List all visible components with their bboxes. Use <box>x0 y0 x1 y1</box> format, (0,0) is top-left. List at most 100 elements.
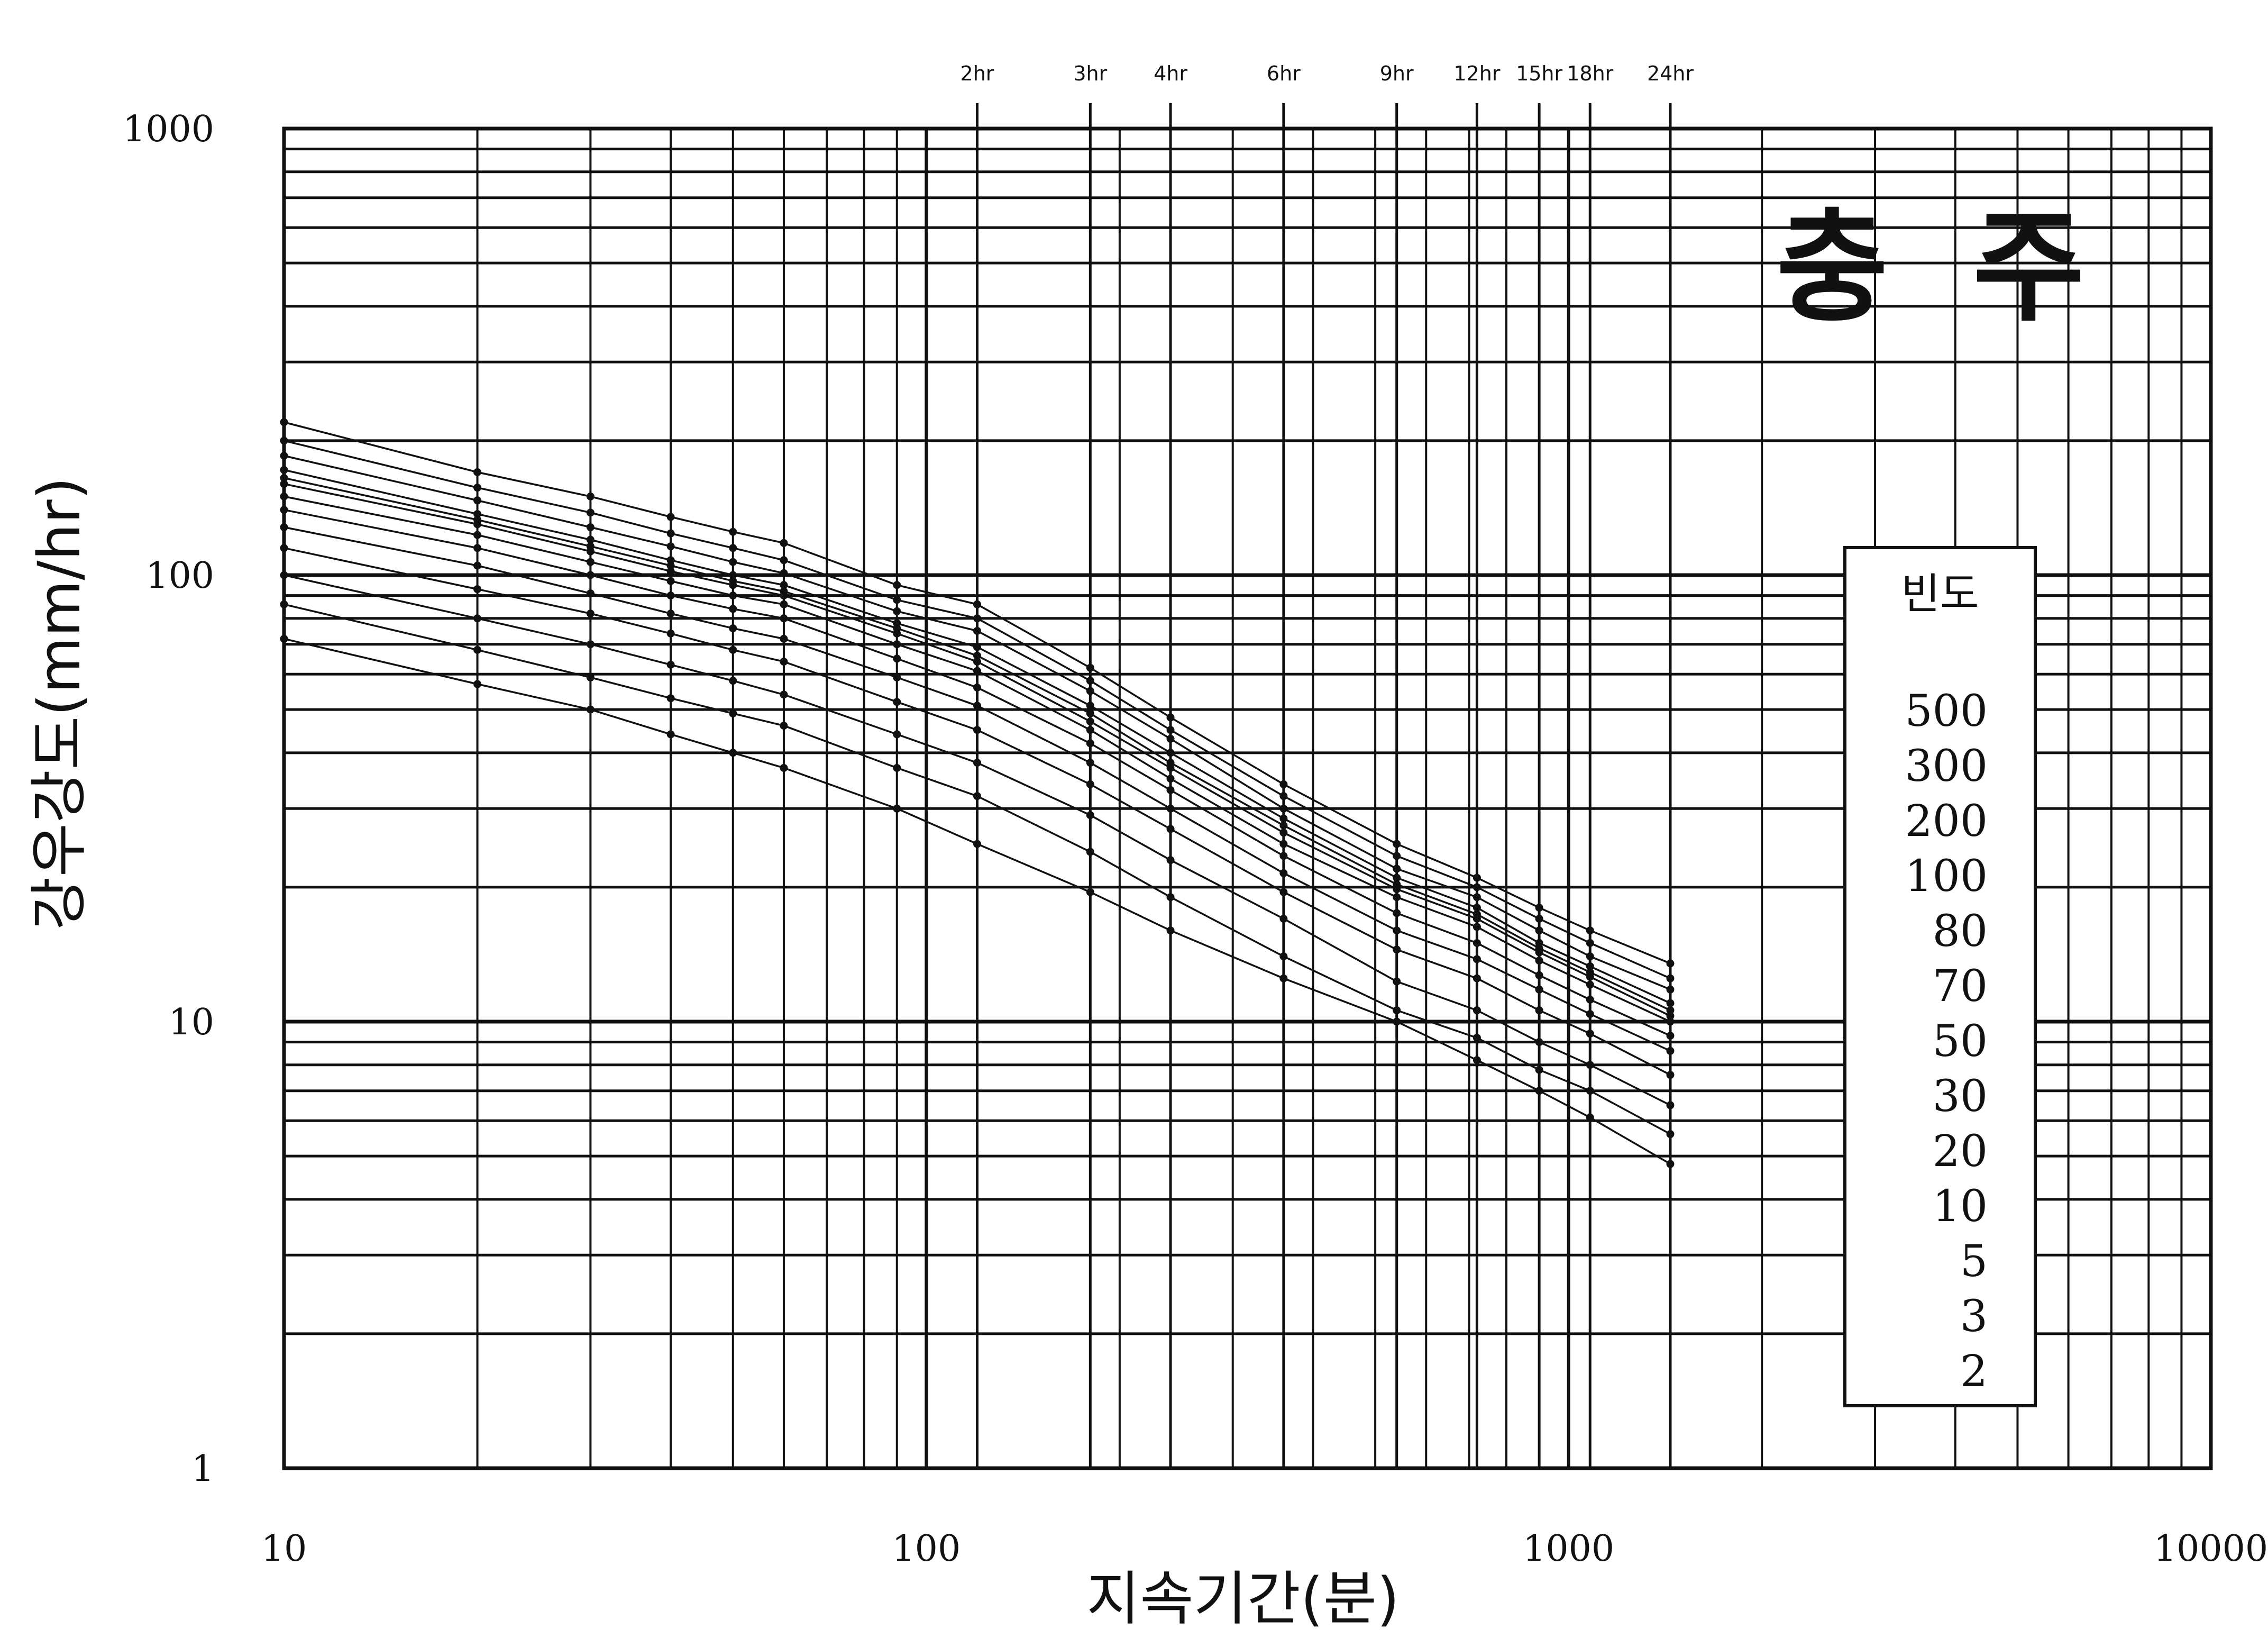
data-point <box>1586 1113 1594 1122</box>
data-point <box>1586 939 1594 947</box>
data-point <box>473 496 482 505</box>
series-line-500 <box>284 421 1671 964</box>
data-point <box>1473 893 1481 902</box>
data-point <box>729 677 737 685</box>
data-point <box>280 466 288 474</box>
data-point <box>280 480 288 488</box>
data-point <box>1535 957 1543 965</box>
data-point <box>780 763 788 772</box>
data-point <box>1393 909 1401 917</box>
data-point <box>666 660 675 669</box>
duration-tick-label: 15hr <box>1516 62 1562 85</box>
data-point <box>1586 1010 1594 1018</box>
data-point <box>729 544 737 552</box>
data-point <box>666 556 675 565</box>
y-tick-label: 100 <box>145 555 214 597</box>
data-point <box>280 506 288 514</box>
series-line-200 <box>284 454 1671 990</box>
data-point <box>1086 709 1094 717</box>
data-point <box>666 513 675 521</box>
data-point <box>473 585 482 594</box>
data-point <box>1666 1046 1675 1055</box>
data-point <box>1086 780 1094 788</box>
data-point <box>473 531 482 539</box>
x-tick-label: 100 <box>892 1528 961 1570</box>
data-point <box>586 571 595 579</box>
data-point <box>1166 726 1175 734</box>
data-point <box>1279 814 1288 823</box>
series-line-10 <box>284 547 1671 1076</box>
data-point <box>1473 955 1481 963</box>
y-tick-label: 10 <box>168 1002 214 1043</box>
data-point <box>1166 893 1175 902</box>
data-point <box>973 614 981 623</box>
data-point <box>280 436 288 445</box>
data-point <box>1586 1087 1594 1095</box>
legend-entry: 500 <box>1905 686 1988 736</box>
data-point <box>1166 763 1175 772</box>
plot-frame <box>282 126 2213 1470</box>
data-point <box>780 581 788 589</box>
data-point <box>729 581 737 589</box>
data-point <box>666 542 675 551</box>
data-point <box>1086 811 1094 820</box>
data-point <box>1166 749 1175 757</box>
data-point <box>1086 726 1094 734</box>
duration-tick-label: 6hr <box>1267 62 1301 85</box>
data-point <box>1586 995 1594 1004</box>
data-point <box>1279 792 1288 800</box>
data-point <box>666 730 675 739</box>
data-point <box>1279 888 1288 896</box>
data-point <box>1086 848 1094 856</box>
data-point <box>1279 821 1288 830</box>
data-point <box>1535 948 1543 957</box>
data-point <box>1393 840 1401 848</box>
data-point <box>893 596 901 604</box>
data-point <box>729 624 737 633</box>
series-lines <box>280 418 1675 1168</box>
data-point <box>473 544 482 552</box>
data-point <box>1586 1030 1594 1038</box>
data-point <box>1086 739 1094 748</box>
data-point <box>973 702 981 710</box>
data-point <box>1473 1006 1481 1015</box>
data-point <box>780 658 788 666</box>
data-point <box>586 673 595 681</box>
series-line-2 <box>284 638 1671 1165</box>
data-point <box>1086 677 1094 685</box>
y-tick-label: 1 <box>191 1448 214 1490</box>
data-point <box>1279 804 1288 813</box>
data-point <box>280 600 288 608</box>
legend-entry: 3 <box>1960 1291 1988 1342</box>
data-point <box>280 474 288 482</box>
data-point <box>1393 852 1401 860</box>
chart-title: 충 주 <box>1776 197 2084 339</box>
data-point <box>1166 734 1175 743</box>
data-point <box>973 651 981 660</box>
data-point <box>1666 985 1675 994</box>
series-line-300 <box>284 440 1671 979</box>
data-point <box>1279 829 1288 837</box>
data-point <box>1473 923 1481 931</box>
data-point <box>893 673 901 681</box>
data-point <box>1086 759 1094 767</box>
data-point <box>1279 780 1288 788</box>
data-point <box>1535 904 1543 912</box>
data-point <box>1535 926 1543 935</box>
data-point <box>280 544 288 552</box>
legend-box <box>1843 546 2037 1407</box>
data-point <box>893 629 901 638</box>
series-line-80 <box>284 477 1671 1012</box>
data-point <box>1586 972 1594 981</box>
data-point <box>1473 939 1481 947</box>
data-point <box>666 561 675 570</box>
data-point <box>280 418 288 426</box>
data-point <box>1279 952 1288 961</box>
data-point <box>1535 1038 1543 1046</box>
data-point <box>1166 804 1175 813</box>
data-point <box>1393 1017 1401 1026</box>
data-point <box>586 547 595 556</box>
data-point <box>1666 999 1675 1007</box>
data-point <box>1535 985 1543 994</box>
